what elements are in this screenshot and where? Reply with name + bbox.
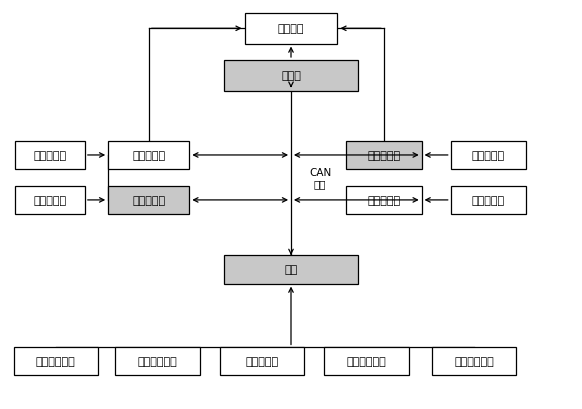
- Bar: [108, 186, 189, 215]
- Text: 左大腿姿态仪: 左大腿姿态仪: [36, 357, 76, 366]
- Bar: [244, 14, 338, 45]
- Text: 背部姿态仪: 背部姿态仪: [246, 357, 279, 366]
- Bar: [15, 186, 85, 215]
- Text: CAN
总线: CAN 总线: [309, 167, 331, 189]
- Bar: [324, 348, 409, 375]
- Bar: [432, 348, 516, 375]
- Text: 右大腿姿态仪: 右大腿姿态仪: [347, 357, 386, 366]
- Text: 左小腿姿态仪: 左小腿姿态仪: [137, 357, 178, 366]
- Bar: [224, 61, 358, 91]
- Bar: [14, 348, 98, 375]
- Bar: [108, 142, 189, 170]
- Text: 左膝编码器: 左膝编码器: [34, 196, 66, 205]
- Bar: [450, 142, 526, 170]
- Bar: [224, 256, 358, 284]
- Text: 右膝编码器: 右膝编码器: [367, 196, 400, 205]
- Text: 右膝节点板: 右膝节点板: [472, 196, 505, 205]
- Text: 基站: 基站: [285, 265, 297, 275]
- Text: 右髀节点板: 右髀节点板: [472, 151, 505, 161]
- Bar: [346, 142, 421, 170]
- Text: 右髀编码器: 右髀编码器: [367, 151, 400, 161]
- Text: 左髀编码器: 左髀编码器: [34, 151, 66, 161]
- Text: 液压系统: 液压系统: [278, 24, 304, 34]
- Text: 上位机: 上位机: [281, 71, 301, 81]
- Text: 右小腿姿态仪: 右小腿姿态仪: [454, 357, 494, 366]
- Bar: [220, 348, 304, 375]
- Bar: [15, 142, 85, 170]
- Bar: [115, 348, 200, 375]
- Text: 左膝节点板: 左膝节点板: [132, 196, 165, 205]
- Bar: [450, 186, 526, 215]
- Text: 左髀节点板: 左髀节点板: [132, 151, 165, 161]
- Bar: [346, 186, 421, 215]
